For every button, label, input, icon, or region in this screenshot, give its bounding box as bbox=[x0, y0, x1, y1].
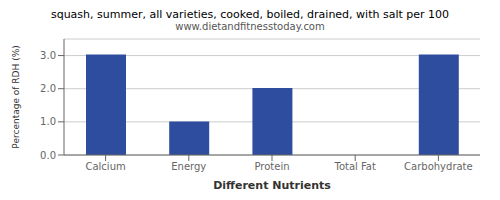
svg-text:3.0: 3.0 bbox=[40, 50, 56, 61]
html-text:squash, summer, all varieties,: squash, summer, all varieties, cooked, b… bbox=[50, 8, 449, 21]
svg-text:Percentage of RDH (%): Percentage of RDH (%) bbox=[11, 45, 21, 148]
html-text:www.dietandfitnesstoday.com: www.dietandfitnesstoday.com bbox=[175, 21, 325, 32]
svg-text:Protein: Protein bbox=[254, 161, 289, 172]
svg-text:Calcium: Calcium bbox=[85, 161, 125, 172]
svg-text:2.0: 2.0 bbox=[40, 83, 56, 94]
svg-text:Total Fat: Total Fat bbox=[333, 161, 375, 172]
svg-text:Different Nutrients: Different Nutrients bbox=[213, 179, 331, 191]
svg-text:Carbohydrate: Carbohydrate bbox=[404, 161, 473, 172]
svg-text:0.0: 0.0 bbox=[40, 150, 56, 161]
svg-text:1.0: 1.0 bbox=[40, 116, 56, 127]
svg-text:Energy: Energy bbox=[171, 161, 206, 172]
